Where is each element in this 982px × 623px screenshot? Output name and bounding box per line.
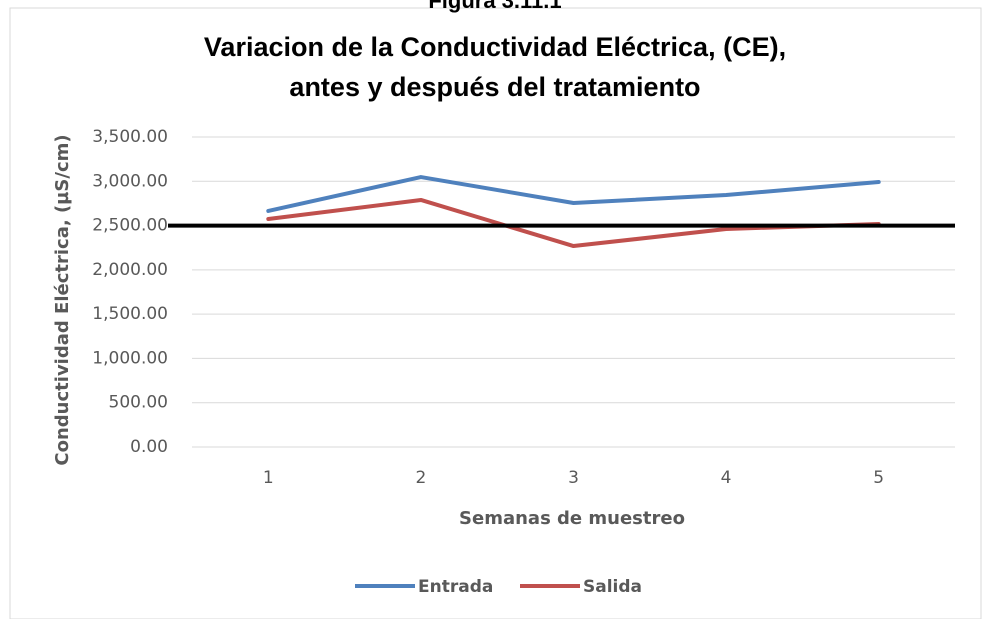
chart-title: Variacion de la Conductividad Eléctrica,… [204, 32, 786, 62]
series-line [266, 175, 881, 213]
x-tick-label: 4 [721, 468, 732, 488]
y-tick-label: 2,500.00 [92, 216, 168, 236]
y-tick-label: 3,000.00 [92, 171, 168, 191]
x-tick-label: 1 [263, 468, 274, 488]
y-tick-label: 1,500.00 [92, 304, 168, 324]
y-tick-label: 1,000.00 [92, 348, 168, 368]
y-tick-label: 3,500.00 [92, 127, 168, 147]
figure-label: Figura 3.11.1 [428, 0, 561, 13]
chart-frame [9, 7, 982, 620]
x-axis-label: Semanas de muestreo [459, 508, 685, 529]
y-tick-label: 0.00 [130, 437, 168, 457]
legend-label: Entrada [418, 577, 493, 597]
x-tick-label: 2 [415, 468, 426, 488]
x-tick-label: 5 [873, 468, 884, 488]
legend-label: Salida [583, 577, 642, 597]
y-tick-label: 2,000.00 [92, 260, 168, 280]
x-tick-label: 3 [568, 468, 579, 488]
y-tick-label: 500.00 [109, 393, 168, 413]
y-axis-label: Conductividad Eléctrica, (µS/cm) [52, 134, 73, 465]
chart-subtitle: antes y después del tratamiento [289, 72, 700, 102]
